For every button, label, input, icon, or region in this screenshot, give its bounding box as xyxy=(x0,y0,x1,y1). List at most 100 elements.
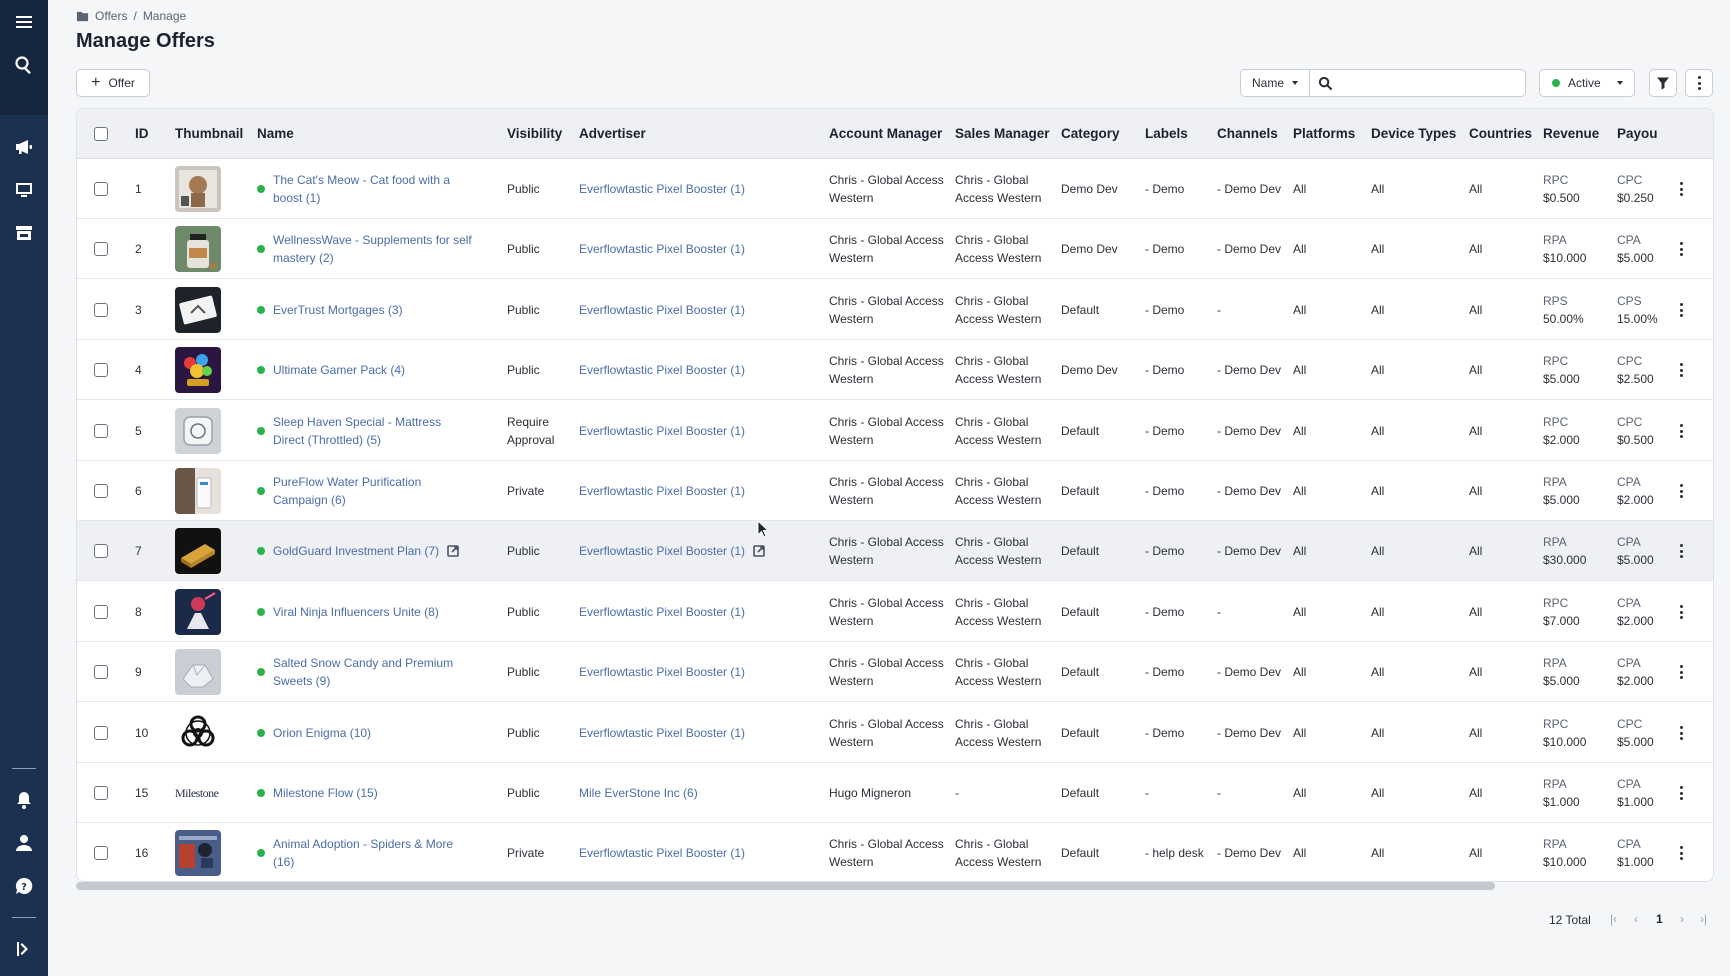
external-link-icon[interactable] xyxy=(753,545,765,557)
col-platforms[interactable]: Platforms xyxy=(1293,126,1356,141)
row-checkbox[interactable] xyxy=(94,242,108,256)
col-labels[interactable]: Labels xyxy=(1145,126,1188,141)
menu-icon[interactable] xyxy=(0,2,48,42)
row-actions-icon[interactable] xyxy=(1679,544,1683,558)
col-revenue[interactable]: Revenue xyxy=(1543,126,1600,141)
row-checkbox[interactable] xyxy=(94,665,108,679)
advertiser-link[interactable]: Everflowtastic Pixel Booster (1) xyxy=(579,605,746,619)
row-actions-icon[interactable] xyxy=(1679,424,1683,438)
advertiser-link[interactable]: Everflowtastic Pixel Booster (1) xyxy=(579,182,746,196)
offer-name-link[interactable]: Milestone Flow (15) xyxy=(273,786,378,800)
row-checkbox[interactable] xyxy=(94,182,108,196)
search-input[interactable] xyxy=(1339,76,1519,90)
row-checkbox[interactable] xyxy=(94,424,108,438)
first-page-icon[interactable]: |‹ xyxy=(1610,912,1618,926)
table-row[interactable]: 10 Orion Enigma (10) Public Everflowtastic … xyxy=(77,703,1713,763)
next-page-icon[interactable]: › xyxy=(1680,912,1684,926)
col-device-types[interactable]: Device Types xyxy=(1371,126,1457,141)
row-checkbox[interactable] xyxy=(94,846,108,860)
advertiser-link[interactable]: Everflowtastic Pixel Booster (1) xyxy=(579,424,746,438)
table-row[interactable]: 4 Ultimate Gamer Pack (4) Public Everflowta… xyxy=(77,340,1713,400)
row-actions[interactable] xyxy=(1679,763,1683,823)
offer-name-link[interactable]: The Cat's Meow - Cat food with a boost (1… xyxy=(273,173,451,205)
advertiser-link[interactable]: Everflowtastic Pixel Booster (1) xyxy=(579,846,746,860)
row-checkbox[interactable] xyxy=(94,786,108,800)
storefront-icon[interactable] xyxy=(0,213,48,253)
col-sales-manager[interactable]: Sales Manager xyxy=(955,126,1050,141)
breadcrumb-offers[interactable]: Offers xyxy=(95,9,128,23)
advertiser-link[interactable]: Everflowtastic Pixel Booster (1) xyxy=(579,726,746,740)
row-actions[interactable] xyxy=(1679,521,1683,581)
megaphone-icon[interactable] xyxy=(0,127,48,167)
table-row[interactable]: 6 PureFlow Water Purification Campaign (6)… xyxy=(77,461,1713,521)
status-filter-select[interactable]: Active xyxy=(1539,69,1635,97)
row-actions-icon[interactable] xyxy=(1679,363,1683,377)
row-actions[interactable] xyxy=(1679,703,1683,763)
search-icon[interactable] xyxy=(0,45,48,85)
external-link-icon[interactable] xyxy=(447,545,459,557)
col-account-manager[interactable]: Account Manager xyxy=(829,126,943,141)
table-row[interactable]: 3 EverTrust Mortgages (3) Public Everflowta… xyxy=(77,280,1713,340)
row-checkbox[interactable] xyxy=(94,544,108,558)
advertiser-link[interactable]: Everflowtastic Pixel Booster (1) xyxy=(579,303,746,317)
offer-name-link[interactable]: GoldGuard Investment Plan (7) xyxy=(273,544,440,558)
row-actions[interactable] xyxy=(1679,280,1683,340)
table-row[interactable]: 7 GoldGuard Investment Plan (7) Public Ever… xyxy=(77,521,1713,581)
row-actions-icon[interactable] xyxy=(1679,182,1683,196)
user-icon[interactable] xyxy=(0,823,48,863)
row-actions[interactable] xyxy=(1679,582,1683,642)
table-row[interactable]: 9 Salted Snow Candy and Premium Sweets (9)… xyxy=(77,642,1713,702)
row-actions[interactable] xyxy=(1679,340,1683,400)
current-page[interactable]: 1 xyxy=(1656,912,1663,926)
offer-name-link[interactable]: EverTrust Mortgages (3) xyxy=(273,303,403,317)
row-actions[interactable] xyxy=(1679,159,1683,219)
row-actions-icon[interactable] xyxy=(1679,242,1683,256)
table-row[interactable]: 15 Milestone Milestone Flow (15) Public Mile… xyxy=(77,763,1713,823)
bell-icon[interactable] xyxy=(0,780,48,820)
offer-name-link[interactable]: Animal Adoption - Spiders & More (16) xyxy=(273,837,454,869)
row-actions[interactable] xyxy=(1679,401,1683,461)
add-offer-button[interactable]: + Offer xyxy=(76,69,150,97)
table-row[interactable]: 16 Animal Adoption - Spiders & More (16) Pr… xyxy=(77,823,1713,881)
table-row[interactable]: 2 WellnessWave - Supplements for self mast… xyxy=(77,219,1713,279)
offer-name-link[interactable]: WellnessWave - Supplements for self maste… xyxy=(273,233,472,265)
advertiser-link[interactable]: Everflowtastic Pixel Booster (1) xyxy=(579,544,746,558)
table-row[interactable]: 5 Sleep Haven Special - Mattress Direct (T… xyxy=(77,401,1713,461)
row-actions-icon[interactable] xyxy=(1679,605,1683,619)
col-visibility[interactable]: Visibility xyxy=(507,126,563,141)
row-checkbox[interactable] xyxy=(94,484,108,498)
col-advertiser[interactable]: Advertiser xyxy=(579,126,646,141)
row-actions[interactable] xyxy=(1679,461,1683,521)
col-id[interactable]: ID xyxy=(135,126,149,141)
advertiser-link[interactable]: Everflowtastic Pixel Booster (1) xyxy=(579,484,746,498)
monitor-icon[interactable] xyxy=(0,170,48,210)
col-payout[interactable]: Payou xyxy=(1617,126,1658,141)
col-name[interactable]: Name xyxy=(257,126,294,141)
row-checkbox[interactable] xyxy=(94,303,108,317)
prev-page-icon[interactable]: ‹ xyxy=(1634,912,1638,926)
row-actions-icon[interactable] xyxy=(1679,786,1683,800)
offer-name-link[interactable]: Orion Enigma (10) xyxy=(273,726,372,740)
offer-name-link[interactable]: Ultimate Gamer Pack (4) xyxy=(273,363,406,377)
col-channels[interactable]: Channels xyxy=(1217,126,1278,141)
row-actions-icon[interactable] xyxy=(1679,665,1683,679)
offer-name-link[interactable]: PureFlow Water Purification Campaign (6) xyxy=(273,475,422,507)
row-actions[interactable] xyxy=(1679,823,1683,881)
advertiser-link[interactable]: Mile EverStone Inc (6) xyxy=(579,786,698,800)
horizontal-scrollbar[interactable] xyxy=(76,882,1495,890)
advertiser-link[interactable]: Everflowtastic Pixel Booster (1) xyxy=(579,363,746,377)
advertiser-link[interactable]: Everflowtastic Pixel Booster (1) xyxy=(579,242,746,256)
expand-sidebar-icon[interactable] xyxy=(0,929,48,969)
row-actions[interactable] xyxy=(1679,642,1683,702)
table-row[interactable]: 1 The Cat's Meow - Cat food with a boost (… xyxy=(77,159,1713,219)
offer-name-link[interactable]: Salted Snow Candy and Premium Sweets (9) xyxy=(273,656,454,688)
more-options-button[interactable] xyxy=(1685,69,1713,97)
search-field-select[interactable]: Name xyxy=(1240,69,1310,97)
advertiser-link[interactable]: Everflowtastic Pixel Booster (1) xyxy=(579,665,746,679)
offer-name-link[interactable]: Viral Ninja Influencers Unite (8) xyxy=(273,605,439,619)
row-actions-icon[interactable] xyxy=(1679,484,1683,498)
row-actions-icon[interactable] xyxy=(1679,303,1683,317)
table-row[interactable]: 8 Viral Ninja Influencers Unite (8) Public… xyxy=(77,582,1713,642)
col-countries[interactable]: Countries xyxy=(1469,126,1533,141)
select-all-checkbox[interactable] xyxy=(94,127,108,141)
